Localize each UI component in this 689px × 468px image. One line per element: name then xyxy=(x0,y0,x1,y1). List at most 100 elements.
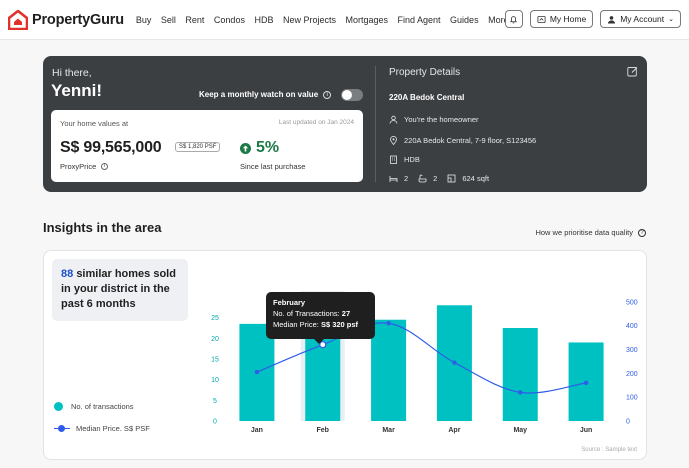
psf-badge: S$ 1,820 PSF xyxy=(175,142,221,152)
y-right-tick-100: 100 xyxy=(626,395,638,402)
my-account-label: My Account xyxy=(620,14,665,24)
nav-actions: My Home My Account ⌄ xyxy=(504,10,681,28)
my-home-label: My Home xyxy=(549,14,587,24)
location-pin-icon xyxy=(390,136,397,145)
y-left-tick-0: 0 xyxy=(213,419,217,426)
owner-text: You're the homeowner xyxy=(404,115,479,124)
bathrooms-count: 2 xyxy=(433,174,438,183)
owner-row: You're the homeowner xyxy=(389,115,479,124)
y-right-tick-200: 200 xyxy=(626,371,638,378)
insights-title: Insights in the area xyxy=(43,220,162,235)
similar-homes-box: 88 similar homes sold in your district i… xyxy=(52,259,188,321)
proxy-price-text: ProxyPrice xyxy=(60,162,97,171)
home-price: S$ 99,565,000 xyxy=(60,139,162,156)
watch-toggle[interactable] xyxy=(341,89,363,101)
nav-link-guides[interactable]: Guides xyxy=(450,14,479,25)
nav-link-new-projects[interactable]: New Projects xyxy=(282,14,336,25)
line-point-may xyxy=(518,390,523,395)
my-home-button[interactable]: My Home xyxy=(529,10,594,28)
type-row: HDB xyxy=(389,155,420,164)
nav-link-mortgages[interactable]: Mortgages xyxy=(345,14,389,25)
line-point-apr xyxy=(452,360,457,365)
user-outline-icon xyxy=(389,115,398,124)
info-icon[interactable]: i xyxy=(101,163,109,170)
y-left-tick-20: 20 xyxy=(211,336,219,343)
info-icon[interactable]: i xyxy=(323,90,332,99)
user-icon xyxy=(608,15,616,24)
my-account-button[interactable]: My Account ⌄ xyxy=(600,10,681,28)
logo-text: PropertyGuru xyxy=(32,11,124,28)
propertyguru-logo-icon xyxy=(8,9,28,30)
y-right-tick-400: 400 xyxy=(626,323,638,330)
y-right-tick-500: 500 xyxy=(626,299,638,306)
y-right-tick-300: 300 xyxy=(626,347,638,354)
nav-link-more-label: More xyxy=(488,14,509,25)
nav-link-rent[interactable]: Rent xyxy=(185,14,205,25)
home-icon xyxy=(537,15,546,23)
property-details-title: Property Details xyxy=(389,67,461,78)
tooltip-price-label: Median Price: xyxy=(273,320,319,329)
type-text: HDB xyxy=(404,155,420,164)
bedrooms: 2 xyxy=(389,174,408,183)
tooltip-price-value: S$ 320 psf xyxy=(320,320,359,329)
toggle-knob xyxy=(342,90,352,100)
logo[interactable]: PropertyGuru xyxy=(8,0,124,40)
bath-icon xyxy=(418,174,427,183)
insights-chart-card: 88 similar homes sold in your district i… xyxy=(43,250,647,460)
nav-link-hdb[interactable]: HDB xyxy=(254,14,274,25)
last-updated: Last updated on Jan 2024 xyxy=(278,119,354,126)
floor-size-text: 624 sqft xyxy=(462,174,490,183)
y-left-tick-25: 25 xyxy=(211,315,219,322)
transactions-chart[interactable]: 0 5 10 15 20 25 0 100 200 300 400 500 Jan Feb Mar Apr Ma… xyxy=(44,251,648,461)
x-tick-jun: Jun xyxy=(580,427,592,434)
divider xyxy=(375,66,376,182)
chart-tooltip: February No. of Transactions: 27 Median … xyxy=(266,292,375,344)
chevron-down-icon: ⌄ xyxy=(668,16,674,23)
legend-price: Median Price. S$ PSF xyxy=(54,424,150,433)
greeting: Hi there, xyxy=(52,67,92,79)
legend-line-swatch xyxy=(54,424,70,433)
top-nav: PropertyGuru Buy Sell Rent Condos HDB Ne… xyxy=(0,0,689,40)
line-point-jan xyxy=(254,369,260,375)
bathrooms: 2 xyxy=(418,174,437,183)
nav-link-find-agent[interactable]: Find Agent xyxy=(397,14,441,25)
address-row: 220A Bedok Central, 7-9 floor, S123456 xyxy=(389,136,536,145)
specs-row: 2 2 624 sqft xyxy=(389,174,499,183)
legend-price-label: Median Price. S$ PSF xyxy=(76,424,150,433)
nav-link-condos[interactable]: Condos xyxy=(213,14,245,25)
watch-label-text: Keep a monthly watch on value xyxy=(199,90,319,99)
nav-link-buy[interactable]: Buy xyxy=(135,14,152,25)
change-label: Since last purchase xyxy=(240,162,306,171)
legend-transactions-label: No. of transactions xyxy=(71,402,134,411)
x-tick-jan: Jan xyxy=(251,427,263,434)
source-note: Source : Sample text xyxy=(581,447,637,453)
tooltip-transactions-value: 27 xyxy=(341,309,351,318)
address-text: 220A Bedok Central, 7-9 floor, S123456 xyxy=(404,136,537,145)
bar-may xyxy=(502,328,538,421)
nav-link-sell[interactable]: Sell xyxy=(160,14,176,25)
median-price-line xyxy=(256,322,587,394)
edit-icon[interactable] xyxy=(627,66,638,77)
data-quality-link[interactable]: How we prioritise data quality ? xyxy=(535,228,646,237)
bar-mar xyxy=(371,319,407,421)
home-value-card: Hi there, Yenni! Keep a monthly watch on… xyxy=(43,56,647,192)
data-quality-text: How we prioritise data quality xyxy=(535,228,633,237)
bed-icon xyxy=(389,176,398,182)
y-left-tick-15: 15 xyxy=(211,357,219,364)
legend-bar-swatch xyxy=(54,402,63,411)
tooltip-transactions-label: No. of Transactions: xyxy=(273,309,340,318)
bell-icon xyxy=(510,15,518,23)
value-label: Your home values at xyxy=(60,119,129,128)
x-tick-may: May xyxy=(513,427,527,434)
y-left-tick-5: 5 xyxy=(213,398,217,405)
change-percent: 5% xyxy=(256,139,280,156)
floor-plan-icon xyxy=(447,174,456,183)
x-tick-feb: Feb xyxy=(317,427,329,434)
user-name: Yenni! xyxy=(51,81,103,100)
tooltip-month: February xyxy=(273,298,306,307)
bedrooms-count: 2 xyxy=(404,174,409,183)
building-icon xyxy=(390,155,397,164)
tooltip-transactions: No. of Transactions: 27 xyxy=(273,308,368,319)
notifications-button[interactable] xyxy=(504,10,523,28)
x-tick-mar: Mar xyxy=(382,427,395,434)
